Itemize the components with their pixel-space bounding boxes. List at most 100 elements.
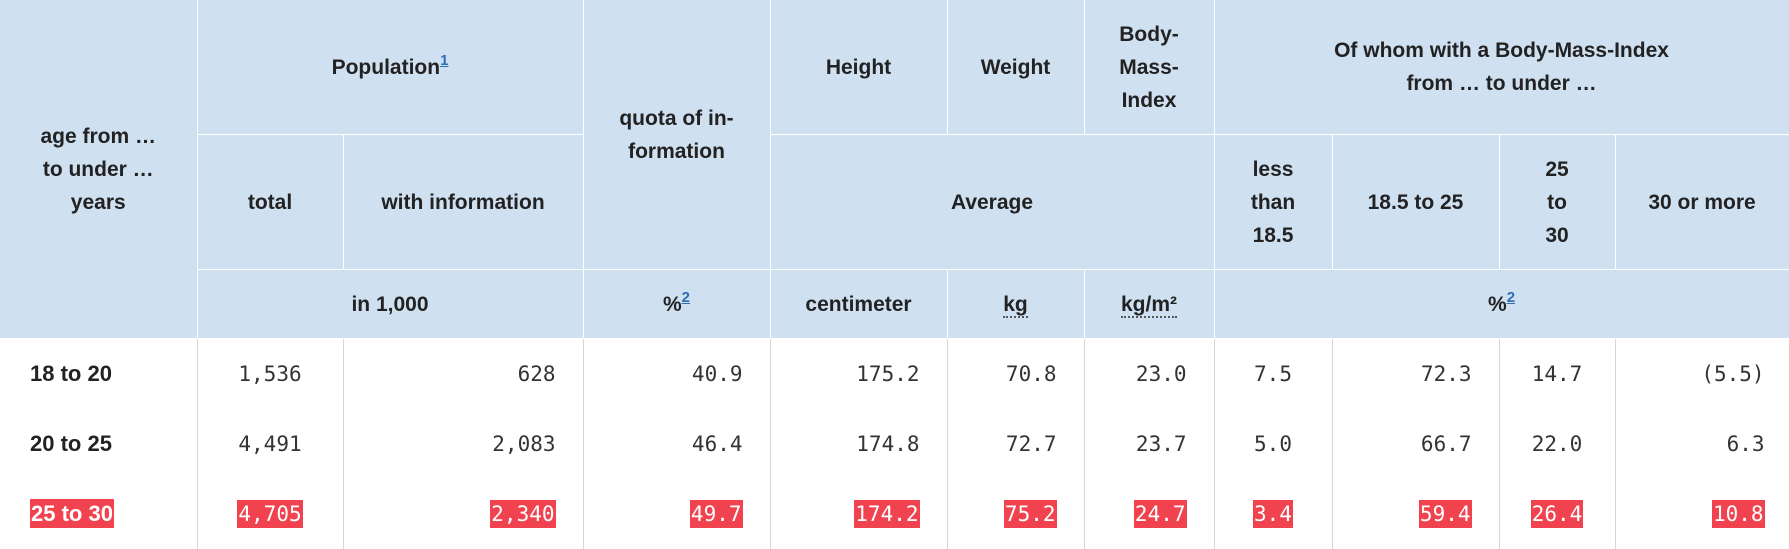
cell-weight-text: 75.2 [1004,500,1057,528]
unit-kg-abbr: kg [1003,293,1028,318]
header-row-2: total with information Average less than… [0,135,1789,270]
header-with-information: with information [343,135,583,270]
unit-kg-m2: kg/m² [1084,270,1214,339]
cell-bmi-text: 23.7 [1136,432,1187,456]
header-18-5-to-25: 18.5 to 25 [1332,135,1499,270]
cell-age-text: 18 to 20 [30,361,112,386]
unit-percent: %2 [583,270,770,339]
cell-18-5-to-25: 72.3 [1332,339,1499,410]
header-bmi-group: Of whom with a Body-Mass-Index from … to… [1214,0,1789,135]
cell-30-or-more-text: (5.5) [1701,362,1764,386]
cell-height-text: 174.2 [854,500,919,528]
cell-with-information: 628 [343,339,583,410]
cell-less-than-18-5: 3.4 [1214,479,1332,549]
cell-bmi: 23.7 [1084,409,1214,479]
cell-height-text: 174.8 [856,432,919,456]
unit-thousand: in 1,000 [197,270,583,339]
cell-bmi: 23.0 [1084,339,1214,410]
cell-weight: 70.8 [947,339,1084,410]
cell-total-text: 4,491 [238,432,301,456]
cell-with-information-text: 628 [518,362,556,386]
cell-25-to-30-text: 26.4 [1531,500,1584,528]
cell-less-than-18-5: 7.5 [1214,339,1332,410]
table-header: age from … to under … years Population1 … [0,0,1789,339]
cell-age-text: 25 to 30 [30,499,114,528]
cell-less-than-18-5-text: 7.5 [1254,362,1292,386]
cell-total-text: 4,705 [237,500,302,528]
cell-quota-text: 49.7 [690,500,743,528]
footnote-link-1[interactable]: 1 [440,52,448,69]
cell-height: 174.2 [770,479,947,549]
cell-18-5-to-25-text: 72.3 [1421,362,1472,386]
header-30-or-more: 30 or more [1615,135,1789,270]
cell-total-text: 1,536 [238,362,301,386]
cell-age-text: 20 to 25 [30,431,112,456]
cell-30-or-more-text: 6.3 [1727,432,1765,456]
cell-total: 4,491 [197,409,343,479]
header-25-to-30: 25 to 30 [1499,135,1615,270]
unit-kg: kg [947,270,1084,339]
cell-total: 1,536 [197,339,343,410]
footnote-link-2b[interactable]: 2 [1507,289,1515,306]
unit-percent-label: % [663,293,682,316]
table-row-highlighted: 25 to 30 4,705 2,340 49.7 174.2 75.2 24.… [0,479,1789,549]
unit-kg-m2-abbr: kg/m² [1121,293,1177,318]
cell-height: 174.8 [770,409,947,479]
cell-30-or-more: 6.3 [1615,409,1789,479]
header-less-than-18-5: less than 18.5 [1214,135,1332,270]
cell-bmi: 24.7 [1084,479,1214,549]
header-bmi: Body-Mass-Index [1084,0,1214,135]
cell-total: 4,705 [197,479,343,549]
cell-quota: 40.9 [583,339,770,410]
cell-weight: 75.2 [947,479,1084,549]
header-total: total [197,135,343,270]
cell-quota-text: 46.4 [692,432,743,456]
header-average: Average [770,135,1214,270]
header-weight: Weight [947,0,1084,135]
cell-18-5-to-25: 66.7 [1332,409,1499,479]
cell-18-5-to-25-text: 66.7 [1421,432,1472,456]
cell-weight-text: 70.8 [1006,362,1057,386]
cell-bmi-text: 24.7 [1134,500,1187,528]
cell-with-information-text: 2,083 [492,432,555,456]
cell-height: 175.2 [770,339,947,410]
cell-25-to-30: 14.7 [1499,339,1615,410]
unit-percent-bmi: %2 [1214,270,1789,339]
cell-weight-text: 72.7 [1006,432,1057,456]
cell-quota: 49.7 [583,479,770,549]
cell-age: 18 to 20 [0,339,197,410]
table-row: 20 to 25 4,491 2,083 46.4 174.8 72.7 23.… [0,409,1789,479]
cell-age: 25 to 30 [0,479,197,549]
header-height: Height [770,0,947,135]
cell-with-information: 2,340 [343,479,583,549]
footnote-link-2[interactable]: 2 [682,289,690,306]
cell-age: 20 to 25 [0,409,197,479]
cell-with-information-text: 2,340 [490,500,555,528]
unit-centimeter: centimeter [770,270,947,339]
header-quota: quota of in-formation [583,0,770,270]
unit-percent-bmi-label: % [1488,293,1507,316]
cell-25-to-30: 22.0 [1499,409,1615,479]
header-population-label: Population [332,56,441,79]
header-row-1: age from … to under … years Population1 … [0,0,1789,135]
cell-30-or-more-text: 10.8 [1712,500,1765,528]
cell-bmi-text: 23.0 [1136,362,1187,386]
cell-25-to-30: 26.4 [1499,479,1615,549]
cell-quota: 46.4 [583,409,770,479]
cell-weight: 72.7 [947,409,1084,479]
cell-less-than-18-5: 5.0 [1214,409,1332,479]
header-row-3: in 1,000 %2 centimeter kg kg/m² %2 [0,270,1789,339]
cell-25-to-30-text: 22.0 [1532,432,1583,456]
cell-30-or-more: 10.8 [1615,479,1789,549]
header-population: Population1 [197,0,583,135]
table-row: 18 to 20 1,536 628 40.9 175.2 70.8 23.0 … [0,339,1789,410]
cell-25-to-30-text: 14.7 [1532,362,1583,386]
cell-with-information: 2,083 [343,409,583,479]
cell-height-text: 175.2 [856,362,919,386]
cell-less-than-18-5-text: 5.0 [1254,432,1292,456]
cell-30-or-more: (5.5) [1615,339,1789,410]
cell-less-than-18-5-text: 3.4 [1253,500,1293,528]
cell-18-5-to-25: 59.4 [1332,479,1499,549]
header-age: age from … to under … years [0,0,197,339]
